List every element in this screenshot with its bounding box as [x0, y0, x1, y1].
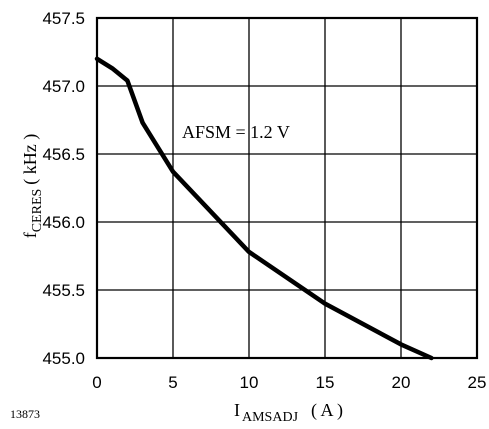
y-axis-label-main: f — [20, 232, 40, 238]
plot-frame — [95, 16, 479, 360]
y-tick-label: 457.0 — [42, 77, 85, 96]
x-axis-label-main: I — [234, 400, 240, 420]
y-axis-label-unit: ( kHz ) — [20, 134, 41, 185]
annotation: AFSM = 1.2 V — [182, 122, 290, 142]
series-line — [94, 56, 434, 361]
y-axis-label: fCERES ( kHz ) — [20, 134, 45, 239]
x-axis-label-unit: ( A ) — [311, 400, 343, 421]
svg-text:fCERES( kHz ): fCERES ( kHz ) — [20, 134, 45, 239]
x-axis-label-sub: AMSADJ — [242, 410, 299, 425]
figure-id: 13873 — [10, 407, 40, 421]
y-tick-label: 455.5 — [42, 281, 85, 300]
x-tick-label: 20 — [392, 373, 411, 392]
y-axis-label-sub: CERES — [30, 189, 45, 233]
x-tick-label: 15 — [316, 373, 335, 392]
x-tick-label: 0 — [92, 373, 101, 392]
y-tick-label: 456.5 — [42, 145, 85, 164]
x-tick-label: 5 — [168, 373, 177, 392]
y-tick-label: 455.0 — [42, 349, 85, 368]
x-tick-label: 25 — [468, 373, 487, 392]
tick-labels: 0 5 10 15 20 25 455.0 455.5 456.0 456.5 457.0 457.5 — [42, 9, 486, 392]
y-tick-label: 457.5 — [42, 9, 85, 28]
y-tick-label: 456.0 — [42, 213, 85, 232]
grid — [96, 17, 478, 359]
x-axis-label: I AMSADJ ( A ) — [234, 400, 343, 425]
x-tick-label: 10 — [240, 373, 259, 392]
